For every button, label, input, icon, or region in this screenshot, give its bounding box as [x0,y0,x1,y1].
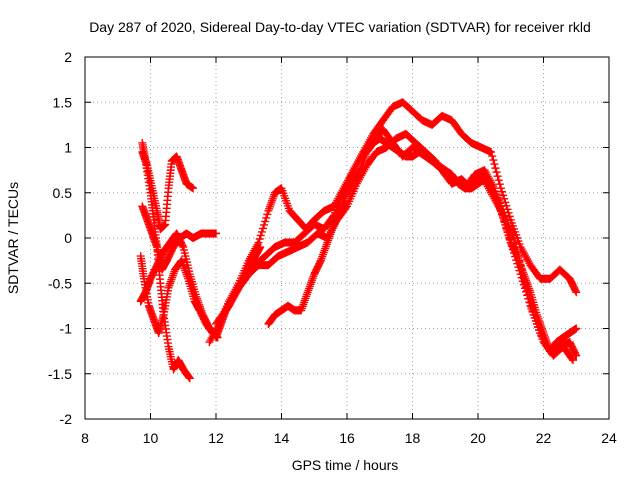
data-point [185,374,194,383]
y-tick-label: 0.5 [53,185,73,201]
data-point [499,191,508,200]
x-tick-label: 18 [405,430,421,446]
series-track-9 [264,134,581,356]
x-tick-label: 10 [143,430,159,446]
y-tick-label: -2 [60,411,73,427]
data-point [335,208,344,217]
data-point [490,160,499,169]
data-point [491,164,500,173]
x-tick-label: 22 [536,430,552,446]
data-point [568,356,577,365]
data-point [505,212,514,221]
data-point [185,373,194,382]
data-point [571,286,580,295]
x-tick-label: 14 [274,430,290,446]
y-tick-label: -1.5 [48,366,72,382]
data-point [567,354,576,363]
data-point [500,194,509,203]
data-point [571,350,580,359]
x-tick-label: 12 [208,430,224,446]
data-point [495,180,504,189]
data-point [260,220,269,229]
data-point [189,184,198,193]
data-point [256,231,265,240]
data-points [136,98,581,383]
x-axis-ticks: 8 10 12 14 16 18 20 22 24 [81,57,617,446]
data-point [492,168,501,177]
data-point [178,241,187,250]
data-point [262,213,271,222]
data-point [493,172,502,181]
y-tick-label: 1 [64,140,72,156]
series-track-10 [212,243,265,342]
data-point [316,258,325,267]
data-point [255,235,264,244]
x-tick-label: 8 [81,430,89,446]
data-point [572,288,581,297]
data-point [261,217,270,226]
y-axis-ticks: -2 -1.5 -1 -0.5 0 0.5 1 1.5 2 [48,49,609,427]
data-point [494,176,503,185]
data-point [258,224,267,233]
data-point [212,229,220,238]
y-tick-label: 2 [64,49,72,65]
chart-title: Day 287 of 2020, Sidereal Day-to-day VTE… [89,19,591,35]
x-tick-label: 24 [601,430,617,446]
series-track-3 [138,202,220,274]
data-point [263,210,272,219]
data-point [488,152,497,161]
data-point [489,156,498,165]
data-point [512,250,521,259]
x-tick-label: 20 [470,430,486,446]
data-point [572,324,581,333]
data-point [501,198,510,207]
data-point [487,148,496,157]
y-tick-label: 1.5 [53,94,73,110]
y-tick-label: 0 [64,230,72,246]
y-tick-label: -1 [60,321,73,337]
series-track-6 [205,98,581,347]
data-point [257,227,266,236]
data-point [256,243,265,252]
x-tick-label: 16 [339,430,355,446]
y-tick-label: -0.5 [48,275,72,291]
data-point [492,196,501,205]
grid-lines [85,57,609,419]
x-axis-label: GPS time / hours [292,457,399,473]
series-track-2 [138,148,198,233]
y-axis-label: SDTVAR / TECUs [5,182,21,294]
